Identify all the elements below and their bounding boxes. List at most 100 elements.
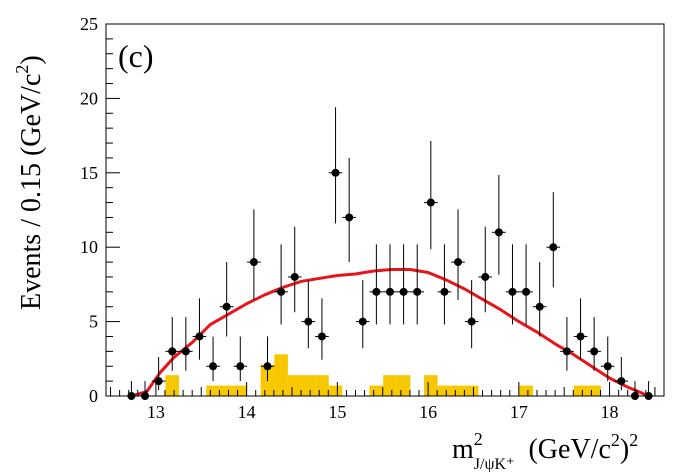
background-bar (383, 375, 397, 396)
data-points-layer (124, 107, 656, 400)
data-marker (168, 347, 177, 356)
data-point (451, 209, 465, 300)
y-axis-title-sup: 2 (12, 65, 32, 74)
data-point (260, 336, 275, 382)
x-tick-label: 13 (147, 402, 165, 422)
background-bar (369, 385, 384, 396)
background-bar (451, 385, 465, 396)
data-marker (603, 362, 612, 371)
data-point (464, 280, 479, 349)
data-marker (522, 287, 531, 296)
data-point (424, 140, 438, 250)
data-point (124, 381, 139, 400)
data-marker (277, 287, 286, 296)
panel-label: (c) (118, 38, 154, 74)
data-marker (454, 258, 463, 267)
background-bar (274, 354, 288, 396)
y-tick-label: 0 (89, 386, 98, 406)
x-axis-title-unit-exp: 2 (629, 430, 638, 450)
data-point (328, 107, 343, 224)
y-axis-ticks: 0 5 10 15 20 25 (80, 14, 120, 406)
data-marker (494, 228, 503, 237)
y-tick-label: 20 (80, 88, 98, 108)
data-marker (331, 168, 340, 177)
x-axis-title-unit-end: ) (620, 434, 629, 465)
data-point (179, 317, 193, 371)
background-bar (328, 385, 343, 396)
data-point (165, 317, 180, 371)
data-marker (508, 287, 517, 296)
data-point (492, 174, 506, 275)
data-point (315, 298, 329, 360)
data-marker (249, 258, 258, 267)
data-point (560, 317, 574, 371)
y-axis-title: Events / 0.15 (GeV/c2) (12, 55, 47, 310)
x-axis-title-unit-sup: 2 (611, 430, 620, 450)
data-marker (562, 347, 571, 356)
background-bar (233, 385, 248, 396)
data-marker (358, 317, 367, 326)
background-bar (573, 385, 588, 396)
data-point (437, 244, 452, 325)
data-point (587, 317, 601, 371)
data-marker (467, 317, 476, 326)
data-point (600, 336, 615, 382)
data-marker (345, 213, 354, 222)
data-marker (399, 287, 408, 296)
background-histogram (165, 354, 601, 396)
data-point (369, 244, 384, 325)
x-axis-title-unit: (GeV/c (528, 434, 610, 465)
data-point (301, 280, 316, 349)
data-point (628, 381, 642, 400)
y-axis-title-end: ) (16, 55, 47, 64)
x-tick-label: 16 (419, 402, 437, 422)
data-point (641, 381, 656, 400)
data-marker (222, 302, 231, 311)
data-point (355, 280, 370, 349)
data-marker (426, 198, 435, 207)
y-tick-label: 25 (80, 14, 98, 34)
background-bar (301, 375, 316, 396)
background-bar (519, 385, 533, 396)
data-point (138, 381, 152, 400)
data-marker (181, 347, 190, 356)
y-tick-label: 15 (80, 163, 98, 183)
x-axis-title-m: m (452, 434, 474, 465)
data-marker (535, 302, 544, 311)
data-marker (590, 347, 599, 356)
data-marker (481, 272, 490, 281)
background-bar (287, 375, 302, 396)
plot-frame (105, 23, 665, 397)
data-point (287, 226, 302, 313)
background-bar (396, 375, 411, 396)
data-point (519, 244, 533, 325)
x-axis-ticks: 13 14 15 16 17 18 (110, 382, 665, 422)
data-point (505, 244, 520, 325)
x-axis-title: m2 J/ψK⁺ (GeV/c2)2 (452, 429, 638, 472)
data-marker (372, 287, 381, 296)
data-point (478, 226, 493, 313)
data-marker (195, 332, 204, 341)
data-point (532, 262, 547, 337)
data-marker (440, 287, 449, 296)
fit-curve-layer (129, 268, 651, 398)
data-marker (209, 362, 218, 371)
data-marker (576, 332, 585, 341)
data-point (206, 336, 220, 382)
data-marker (385, 287, 394, 296)
y-tick-label: 5 (89, 312, 98, 332)
data-point (247, 209, 261, 300)
data-marker (317, 332, 326, 341)
background-bar (464, 385, 479, 396)
data-point (151, 357, 166, 391)
data-point (410, 244, 425, 325)
data-point (383, 244, 397, 325)
data-point (342, 157, 356, 263)
fit-curve (129, 268, 651, 398)
y-tick-label: 10 (80, 237, 98, 257)
background-bar (315, 375, 329, 396)
data-point (219, 262, 234, 337)
data-point (546, 192, 561, 288)
x-axis-title-sup: 2 (474, 429, 483, 449)
